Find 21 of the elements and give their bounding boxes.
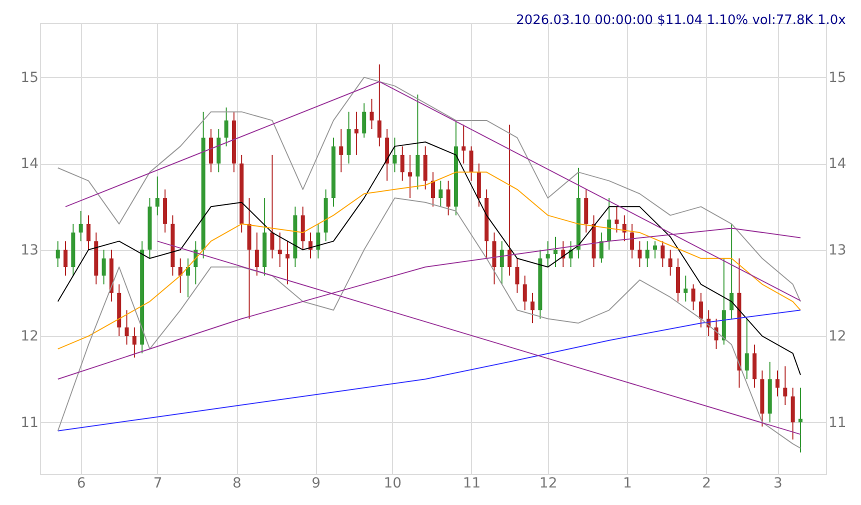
y-tick-label: 11 [20,414,38,431]
x-tick-label: 10 [384,476,402,492]
x-tick-label: 3 [774,476,782,492]
y2-tick-label: 12 [828,328,846,345]
x-tick-label: 8 [232,476,242,492]
x-tick-label: 2 [702,476,712,492]
y-tick-label: 12 [20,328,38,345]
x-tick-label: 1 [622,476,632,492]
y-tick-label: 14 [20,156,39,172]
y2-tick-label: 14 [828,156,846,172]
x-tick-label: 12 [539,476,558,492]
x-tick-label: 7 [153,476,162,492]
y-tick-label: 13 [20,242,38,258]
x-tick-label: 9 [312,476,321,492]
y2-tick-label: 13 [828,242,846,258]
y-tick-label: 15 [20,70,38,86]
x-tick-label: 11 [462,476,481,492]
y2-tick-label: 11 [828,414,846,431]
y2-tick-label: 15 [828,70,846,86]
chart-title: 2026.03.10 00:00:00 $11.04 1.10% vol:77.8K 1.0x [516,13,846,28]
x-tick-label: 6 [76,476,86,492]
